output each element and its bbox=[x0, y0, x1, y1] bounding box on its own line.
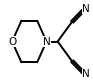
Text: N: N bbox=[82, 69, 90, 79]
Text: N: N bbox=[43, 37, 50, 46]
Text: O: O bbox=[8, 37, 16, 46]
Text: N: N bbox=[82, 4, 90, 14]
